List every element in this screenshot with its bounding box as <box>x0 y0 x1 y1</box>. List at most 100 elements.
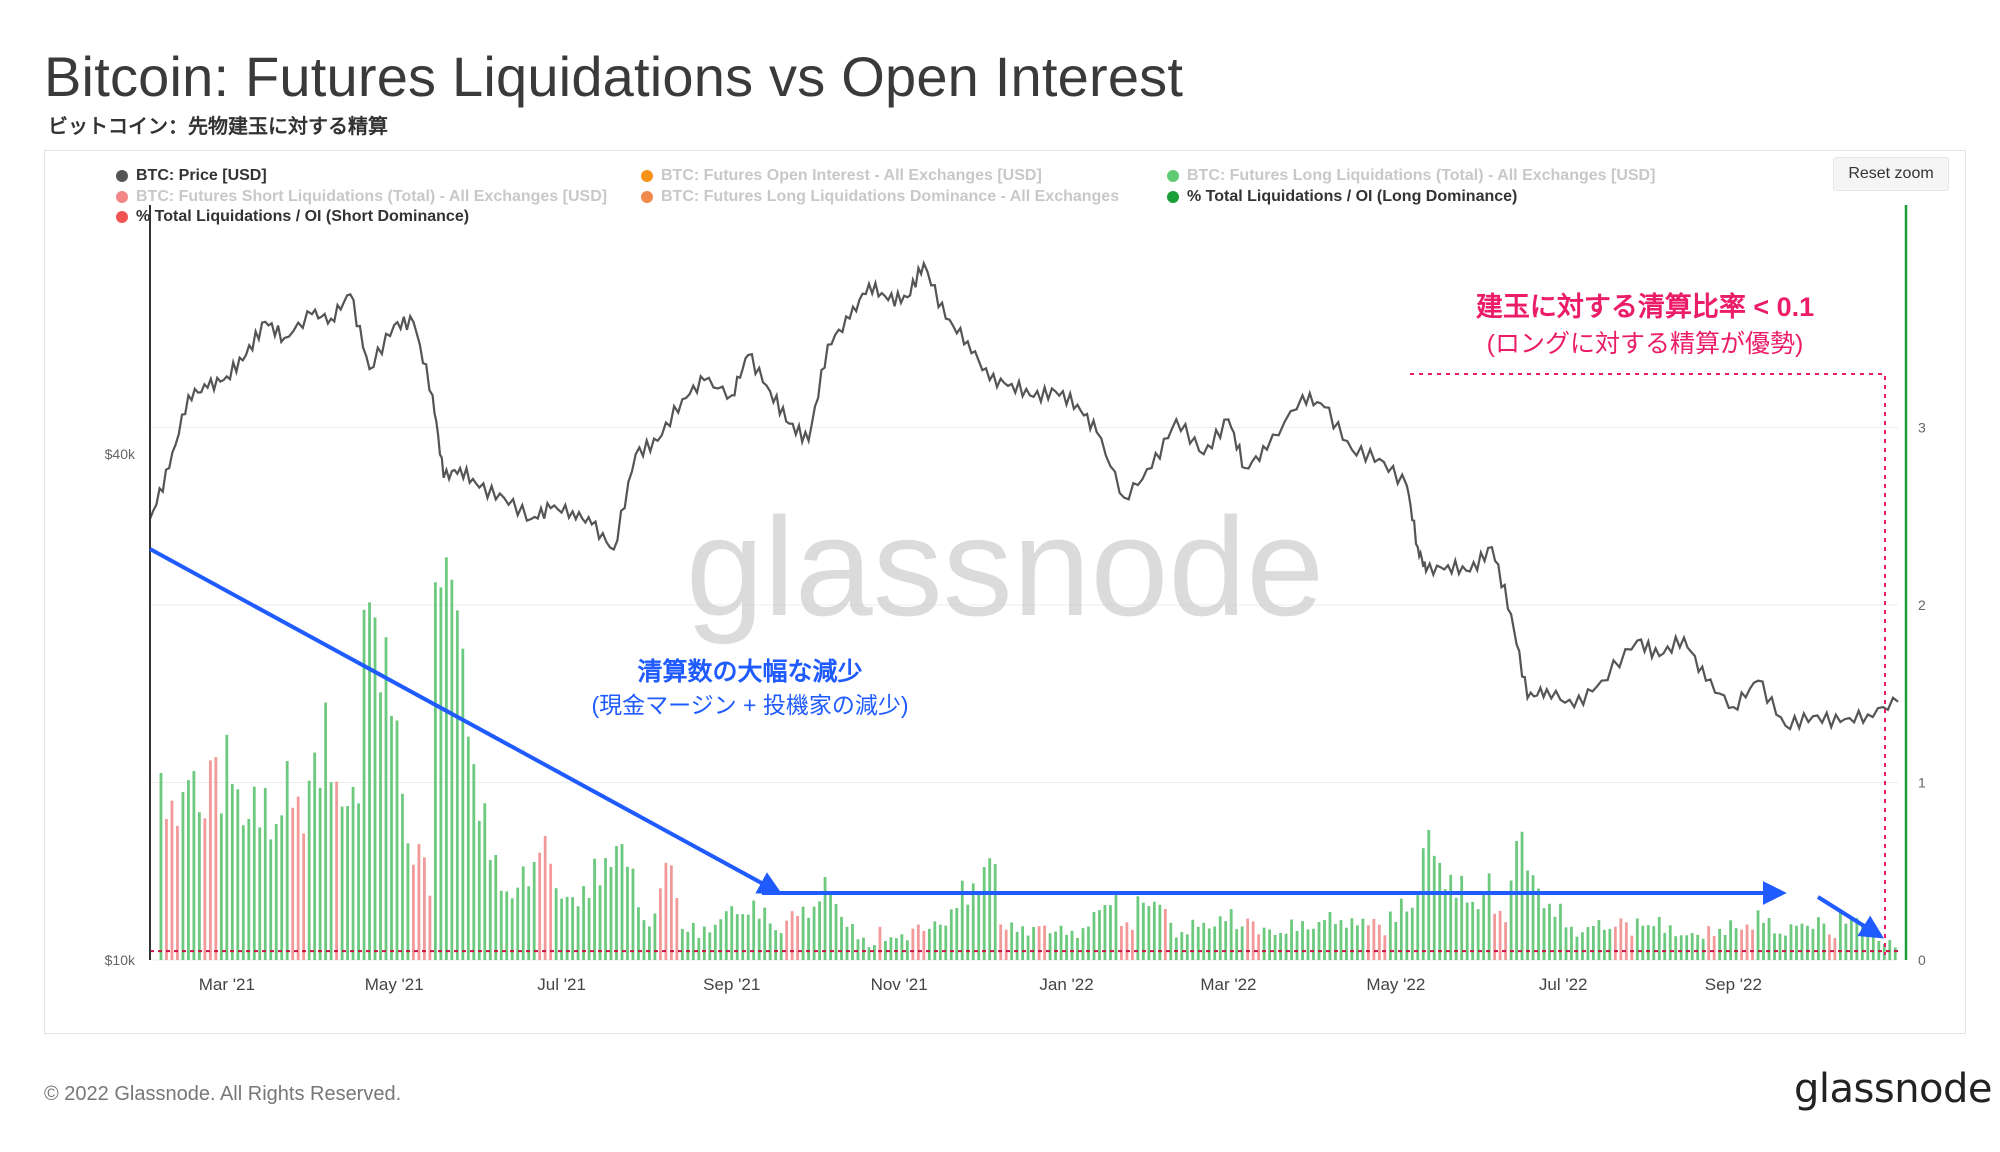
long-liquidation-bar <box>1010 922 1014 960</box>
page-title: Bitcoin: Futures Liquidations vs Open In… <box>44 45 1184 108</box>
long-liquidation-bar <box>757 918 761 960</box>
short-liquidation-bar <box>170 800 174 960</box>
short-liquidation-bar <box>785 920 789 960</box>
long-liquidation-bar <box>713 924 717 960</box>
long-liquidation-bar <box>1059 925 1063 960</box>
long-liquidation-bar <box>1838 911 1842 960</box>
legend-item-long-liquidations[interactable]: BTC: Futures Long Liquidations (Total) -… <box>1167 167 1655 185</box>
long-liquidation-bar <box>307 780 311 960</box>
long-liquidation-bar <box>905 940 909 960</box>
long-liquidation-bar <box>1356 925 1359 960</box>
long-liquidation-bar <box>1542 908 1546 960</box>
long-liquidation-bar <box>1438 862 1442 960</box>
long-liquidation-bar <box>1399 898 1403 960</box>
long-liquidation-bar <box>1032 926 1036 960</box>
long-liquidation-bar <box>1734 928 1738 960</box>
long-liquidation-bar <box>433 582 437 960</box>
long-liquidation-bar <box>521 866 525 960</box>
long-liquidation-bar <box>1844 923 1848 960</box>
x-tick-label: May '22 <box>1366 975 1425 994</box>
long-liquidation-bar <box>1421 848 1425 960</box>
legend-dot-icon <box>1167 191 1179 203</box>
long-liquidation-bar <box>1784 935 1787 960</box>
legend-item-long-dominance[interactable]: BTC: Futures Long Liquidations Dominance… <box>641 188 1119 206</box>
reset-zoom-button[interactable]: Reset zoom <box>1833 157 1949 191</box>
short-liquidation-bar <box>291 807 295 960</box>
x-tick-label: Sep '21 <box>703 975 760 994</box>
long-liquidation-bar <box>1465 902 1469 960</box>
legend-label: BTC: Futures Long Liquidations Dominance… <box>661 188 1120 205</box>
short-liquidation-bar <box>428 895 432 960</box>
long-liquidation-bar <box>373 617 377 960</box>
legend-item-open-interest[interactable]: BTC: Futures Open Interest - All Exchang… <box>641 167 1042 185</box>
legend-label: % Total Liquidations / OI (Short Dominan… <box>136 208 470 225</box>
long-liquidation-bar <box>1268 929 1271 960</box>
long-liquidation-bar <box>851 924 854 960</box>
long-liquidation-bar <box>966 904 970 960</box>
long-liquidation-bar <box>1696 934 1700 960</box>
legend-item-pct-long-dominance[interactable]: % Total Liquidations / OI (Long Dominanc… <box>1167 188 1517 206</box>
long-liquidation-bar <box>1235 929 1239 960</box>
short-liquidation-bar <box>1037 926 1041 960</box>
long-liquidation-bar <box>1663 932 1667 960</box>
long-liquidation-bar <box>609 867 613 960</box>
long-liquidation-bar <box>1811 928 1815 960</box>
long-liquidation-bar <box>1723 934 1727 960</box>
short-liquidation-bar <box>1493 913 1497 960</box>
long-liquidation-bar <box>1350 918 1354 960</box>
short-liquidation-bar <box>1372 918 1376 960</box>
short-liquidation-bar <box>1366 925 1370 960</box>
legend-item-btc-price[interactable]: BTC: Price [USD] <box>116 167 267 185</box>
long-liquidation-bar <box>593 858 596 960</box>
long-liquidation-bar <box>1213 926 1217 960</box>
long-liquidation-bar <box>724 911 728 960</box>
short-liquidation-bar <box>214 757 218 960</box>
long-liquidation-bar <box>1273 934 1277 960</box>
right-tick-label: 3 <box>1918 420 1926 436</box>
long-liquidation-bar <box>1657 916 1661 960</box>
long-liquidation-bar <box>653 913 657 960</box>
long-liquidation-bar <box>1202 922 1206 960</box>
legend-label: BTC: Futures Long Liquidations (Total) -… <box>1187 167 1656 184</box>
long-liquidation-bar <box>219 813 223 960</box>
short-liquidation-bar <box>1630 935 1634 960</box>
copyright-text: © 2022 Glassnode. All Rights Reserved. <box>44 1083 402 1105</box>
short-liquidation-bar <box>1251 921 1255 960</box>
short-liquidation-bar <box>165 819 168 960</box>
legend-item-pct-short-dominance[interactable]: % Total Liquidations / OI (Short Dominan… <box>116 208 469 226</box>
long-liquidation-bar <box>1789 924 1793 960</box>
long-liquidation-bar <box>719 919 723 960</box>
long-liquidation-bar <box>1147 906 1151 960</box>
right-tick-label: 2 <box>1918 597 1926 613</box>
long-liquidation-bar <box>1015 931 1019 960</box>
long-liquidation-bar <box>884 940 887 960</box>
short-liquidation-bar <box>1613 926 1617 960</box>
long-liquidation-bar <box>225 734 229 960</box>
long-liquidation-bar <box>801 906 805 960</box>
long-liquidation-bar <box>269 839 273 960</box>
long-liquidation-bar <box>247 818 251 960</box>
long-liquidation-bar <box>637 907 640 960</box>
long-liquidation-bar <box>1882 943 1886 960</box>
short-liquidation-bar <box>1707 926 1711 960</box>
long-liquidation-bar <box>1345 927 1348 960</box>
long-liquidation-bar <box>598 885 602 960</box>
long-liquidation-bar <box>988 858 992 960</box>
short-liquidation-bar <box>664 862 668 960</box>
long-liquidation-bar <box>571 897 574 960</box>
long-liquidation-bar <box>702 926 706 960</box>
long-liquidation-bar <box>230 784 234 960</box>
legend-item-short-liquidations[interactable]: BTC: Futures Short Liquidations (Total) … <box>116 188 607 206</box>
short-liquidation-bar <box>296 796 300 960</box>
long-liquidation-bar <box>1295 930 1299 960</box>
long-liquidation-bar <box>1240 926 1244 960</box>
long-liquidation-bar <box>1729 920 1733 960</box>
x-tick-label: Jan '22 <box>1039 975 1093 994</box>
long-liquidation-bar <box>1800 923 1804 960</box>
long-liquidation-bar <box>1109 905 1112 960</box>
price-line <box>148 259 1899 732</box>
long-liquidation-bar <box>565 896 569 960</box>
long-liquidation-bar <box>516 887 520 960</box>
annotation-left-subtitle: (現金マージン + 投機家の減少) <box>591 692 908 718</box>
short-liquidation-bar <box>1130 929 1134 960</box>
